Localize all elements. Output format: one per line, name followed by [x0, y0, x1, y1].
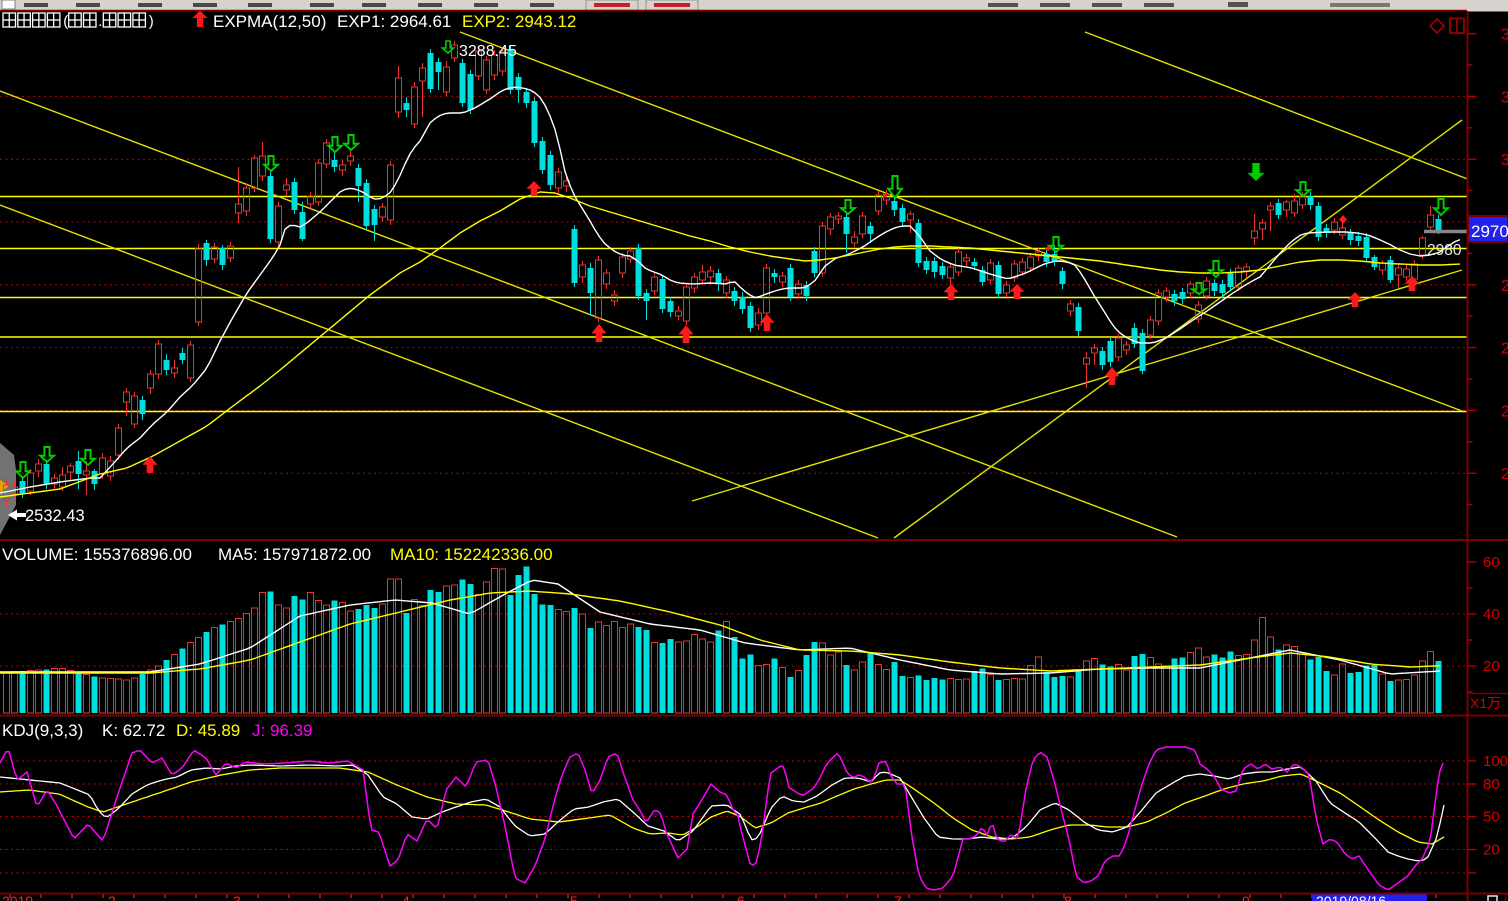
svg-text:EXP2: 2943.12: EXP2: 2943.12 [462, 12, 576, 31]
svg-text:3288.45: 3288.45 [459, 43, 517, 60]
svg-text:5: 5 [570, 893, 578, 901]
svg-text:50: 50 [1483, 809, 1500, 826]
svg-text:KDJ(9,3,3): KDJ(9,3,3) [2, 721, 83, 740]
svg-text:80: 80 [1483, 776, 1500, 793]
svg-text:8: 8 [1064, 893, 1072, 901]
svg-text:X1万: X1万 [1470, 695, 1501, 711]
svg-text:EXP1: 2964.61: EXP1: 2964.61 [337, 12, 451, 31]
svg-text:3: 3 [233, 893, 241, 901]
svg-text:100: 100 [1483, 753, 1508, 770]
svg-text:2: 2 [1501, 278, 1508, 295]
svg-text:3: 3 [1501, 27, 1508, 44]
svg-text:4: 4 [402, 893, 410, 901]
svg-text:3: 3 [1501, 89, 1508, 106]
svg-text:2019: 2019 [2, 893, 33, 901]
svg-text:EXPMA(12,50): EXPMA(12,50) [213, 12, 326, 31]
svg-text:2532.43: 2532.43 [25, 507, 85, 525]
svg-text:2: 2 [108, 893, 116, 901]
svg-text:20: 20 [1483, 658, 1500, 675]
svg-text:MA5: 157971872.00: MA5: 157971872.00 [218, 545, 371, 564]
svg-text:VOLUME: 155376896.00: VOLUME: 155376896.00 [2, 545, 192, 564]
svg-text:7: 7 [894, 893, 902, 901]
svg-text:2: 2 [1501, 466, 1508, 483]
svg-text:9: 9 [1242, 893, 1250, 901]
svg-text:.: . [98, 13, 102, 30]
svg-text:): ) [149, 13, 154, 30]
svg-text:40: 40 [1483, 606, 1500, 623]
svg-text:2: 2 [1501, 403, 1508, 420]
svg-text:20: 20 [1483, 842, 1500, 859]
svg-text:2980: 2980 [1427, 242, 1462, 259]
svg-text:MA10: 152242336.00: MA10: 152242336.00 [390, 545, 553, 564]
svg-text:(: ( [63, 13, 68, 30]
svg-text:D: 45.89: D: 45.89 [176, 721, 240, 740]
svg-text:K: 62.72: K: 62.72 [102, 721, 165, 740]
svg-text:J: 96.39: J: 96.39 [252, 721, 313, 740]
svg-text:2019/08/16: 2019/08/16 [1316, 893, 1386, 901]
svg-text:2970: 2970 [1471, 222, 1508, 241]
svg-text:3: 3 [1501, 152, 1508, 169]
svg-text:2: 2 [1501, 341, 1508, 358]
svg-text:60: 60 [1483, 554, 1500, 571]
svg-text:6: 6 [737, 893, 745, 901]
